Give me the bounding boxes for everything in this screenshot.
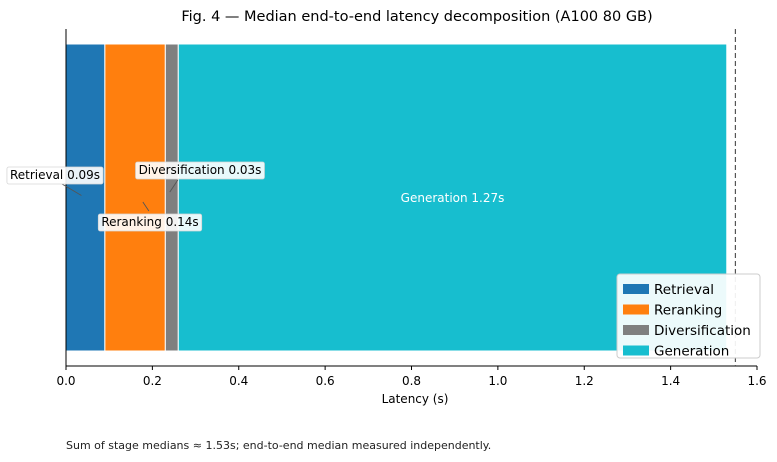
legend-box xyxy=(616,273,761,359)
x-tick-label: 1.6 xyxy=(747,374,766,388)
x-tick-label: 0.4 xyxy=(229,374,248,388)
chart-title: Fig. 4 — Median end-to-end latency decom… xyxy=(181,9,652,25)
legend-label-retrieval: Retrieval xyxy=(654,282,714,298)
bar-segment-retrieval xyxy=(65,43,106,352)
figure-caption: Sum of stage medians ≈ 1.53s; end-to-end… xyxy=(66,439,492,452)
x-axis-label: Latency (s) xyxy=(382,392,449,406)
annotation-retrieval-box xyxy=(6,166,104,185)
legend-swatch-generation xyxy=(623,345,649,356)
leader-diversification xyxy=(169,179,179,193)
x-tick-label: 1.2 xyxy=(575,374,594,388)
bar-segment-reranking xyxy=(104,43,166,352)
annotation-reranking: Reranking 0.14s xyxy=(97,213,203,232)
legend: Retrieval Reranking Diversification Generat… xyxy=(616,273,761,360)
annotation-diversification: Diversification 0.03s xyxy=(135,161,265,180)
bar-segment-diversification xyxy=(164,43,179,352)
annotation-diversification-box xyxy=(135,161,265,180)
annotation-retrieval-text: Retrieval 0.09s xyxy=(10,168,100,182)
leader-reranking xyxy=(142,201,150,212)
annotations: Retrieval 0.09s Reranking 0.14s Diversific… xyxy=(6,161,505,232)
legend-swatch-retrieval xyxy=(623,284,649,294)
legend-swatch-reranking xyxy=(623,304,649,315)
annotation-reranking-text: Reranking 0.14s xyxy=(101,215,198,229)
axes: 0.0 0.2 0.4 0.6 0.8 1.0 1.2 1.4 1.6 xyxy=(56,29,767,388)
legend-label-reranking: Reranking xyxy=(654,303,722,319)
leader-retrieval xyxy=(61,183,82,196)
legend-label-diversification: Diversification xyxy=(654,323,751,339)
x-tick-label: 1.4 xyxy=(661,374,680,388)
annotation-diversification-text: Diversification 0.03s xyxy=(139,163,262,177)
x-tick-label: 0.8 xyxy=(402,374,421,388)
x-tick-label: 0.2 xyxy=(143,374,162,388)
annotation-generation: Generation 1.27s xyxy=(401,191,505,205)
annotation-retrieval: Retrieval 0.09s xyxy=(6,166,104,185)
x-tick-label: 1.0 xyxy=(488,374,507,388)
legend-label-generation: Generation xyxy=(654,344,729,360)
x-tick-label: 0.6 xyxy=(316,374,335,388)
x-tick-label: 0.0 xyxy=(56,374,75,388)
annotation-reranking-box xyxy=(97,213,203,232)
legend-swatch-diversification xyxy=(623,325,649,335)
